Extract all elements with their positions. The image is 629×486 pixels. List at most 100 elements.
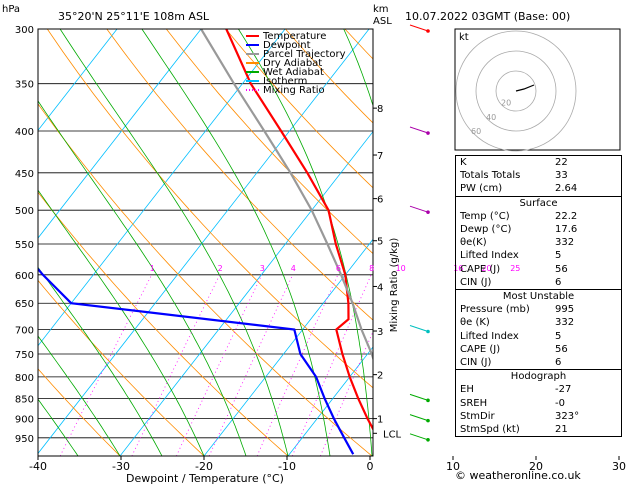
legend-label: Temperature xyxy=(262,31,326,42)
footer-credit: © weatheronline.co.uk xyxy=(455,469,581,482)
most-unstable-label: Pressure (mb) xyxy=(460,304,530,316)
asl-label: ASL xyxy=(373,16,392,27)
dry-adiabat-line xyxy=(38,279,205,456)
surface-title: Surface xyxy=(519,197,558,209)
mixing-ratio-line xyxy=(291,274,372,456)
mixing-ratio-label: 20 xyxy=(481,264,491,273)
wind-barb-dot xyxy=(426,418,430,423)
wind-barb-dot xyxy=(426,131,430,135)
wet-adiabat-line xyxy=(38,100,247,456)
isotherm-line xyxy=(287,346,373,456)
hodograph-stat-row: EH -27 xyxy=(456,383,621,396)
pressure-tick-label: 700 xyxy=(15,326,34,337)
wet-adiabat-line xyxy=(38,398,79,456)
legend-label: Mixing Ratio xyxy=(263,85,325,96)
wind-barb-icon xyxy=(409,205,429,213)
most-unstable-label: Lifted Index xyxy=(460,330,519,342)
index-value: 33 xyxy=(555,170,568,182)
hodograph-stat-value: 323° xyxy=(555,410,580,422)
pressure-tick-label: 400 xyxy=(15,127,34,138)
most-unstable-row: Pressure (mb) 995 xyxy=(456,303,621,316)
pressure-tick-label: 300 xyxy=(15,25,34,36)
surface-label: Lifted Index xyxy=(460,250,519,262)
most-unstable-title: Most Unstable xyxy=(502,291,575,303)
surface-value: 5 xyxy=(555,250,562,262)
temperature-tick-label: -30 xyxy=(112,460,130,473)
surface-row: CIN (J) 6 xyxy=(456,276,621,289)
wind-barb-dot xyxy=(426,438,430,442)
surface-label: θe(K) xyxy=(460,237,487,249)
mixing-ratio-line xyxy=(59,274,153,456)
km-tick-label: LCL xyxy=(383,429,402,440)
wind-barb-icon xyxy=(409,24,429,32)
most-unstable-label: θe (K) xyxy=(460,317,490,329)
pressure-tick-label: 800 xyxy=(15,373,34,384)
surface-value: 6 xyxy=(555,276,562,288)
x-axis-label: Dewpoint / Temperature (°C) xyxy=(126,472,284,485)
wind-barb-dot xyxy=(426,210,430,214)
surface-label: CAPE (J) xyxy=(460,263,501,275)
hodograph-ring-label: 40 xyxy=(486,113,496,122)
pressure-tick-label: 650 xyxy=(15,299,34,310)
dry-adiabat-line xyxy=(165,29,373,255)
most-unstable-label: CAPE (J) xyxy=(460,343,501,355)
most-unstable-label: CIN (J) xyxy=(460,357,492,369)
wind-barb-dot xyxy=(426,398,430,403)
location-title: 35°20'N 25°11'E 108m ASL xyxy=(58,10,210,23)
hodograph-ring-label: 20 xyxy=(501,98,511,107)
hodograph-stat-value: -27 xyxy=(555,384,572,396)
km-tick-label: 3 xyxy=(377,327,383,338)
series-dewpoint xyxy=(38,267,355,455)
surface-label: Dewp (°C) xyxy=(460,224,512,236)
mixing-ratio-label: 2 xyxy=(218,264,223,273)
legend-label: Dry Adiabat xyxy=(263,58,322,69)
legend-label: Isotherm xyxy=(263,76,307,87)
hodograph-stat-row: StmSpd (kt) 21 xyxy=(456,423,621,436)
mixing-ratio-label: 3 xyxy=(260,264,265,273)
wet-adiabat-line xyxy=(38,189,205,456)
wet-adiabat-line xyxy=(38,266,163,456)
mixing-ratio-axis-label: Mixing Ratio (g/kg) xyxy=(389,238,400,333)
km-unit: km xyxy=(373,4,389,15)
series-temperature xyxy=(225,29,373,432)
wind-barb-dot xyxy=(426,29,430,33)
datetime-title: 10.07.2022 03GMT (Base: 00) xyxy=(405,10,570,23)
pressure-tick-label: 450 xyxy=(15,169,34,180)
isotherm-line xyxy=(119,130,373,456)
pressure-tick-label: 550 xyxy=(15,240,34,251)
temperature-tick-label: 20 xyxy=(529,460,543,473)
pressure-tick-label: 350 xyxy=(15,80,34,91)
wind-barb-icon xyxy=(409,325,429,332)
pressure-tick-label: 950 xyxy=(15,434,34,445)
surface-value: 22.2 xyxy=(555,210,578,222)
temperature-tick-label: 10 xyxy=(446,460,460,473)
surface-row: Temp (°C) 22.2 xyxy=(456,210,621,223)
dry-adiabat-line xyxy=(106,29,373,321)
isotherm-line xyxy=(203,238,373,456)
temperature-tick-label: -20 xyxy=(195,460,213,473)
hodograph-ring-label: 60 xyxy=(471,127,481,136)
mixing-ratio-label: 1 xyxy=(150,264,155,273)
pressure-tick-label: 500 xyxy=(15,206,34,217)
hodograph-stat-label: EH xyxy=(460,384,474,396)
isotherm-line xyxy=(38,29,286,347)
hodograph-stat-label: StmDir xyxy=(460,410,495,422)
legend-label: Wet Adiabat xyxy=(263,67,324,78)
mixing-ratio-label: 4 xyxy=(291,264,296,273)
pressure-tick-label: 850 xyxy=(15,394,34,405)
pressure-tick-label: 750 xyxy=(15,350,34,361)
most-unstable-row: Lifted Index 5 xyxy=(456,330,621,343)
temperature-tick-label: -40 xyxy=(29,460,47,473)
km-tick-label: 8 xyxy=(377,104,383,115)
hodograph-stat-value: 21 xyxy=(555,424,568,436)
dry-adiabat-line xyxy=(38,368,121,456)
surface-value: 17.6 xyxy=(555,224,578,236)
dry-adiabat-line xyxy=(225,29,373,189)
most-unstable-value: 5 xyxy=(555,330,562,342)
isotherm-line xyxy=(38,29,370,455)
most-unstable-section: Most Unstable Pressure (mb) 995 θe (K) 332 L… xyxy=(456,289,621,369)
mixing-ratio-label: 6 xyxy=(336,264,341,273)
km-tick-label: 2 xyxy=(377,371,383,382)
